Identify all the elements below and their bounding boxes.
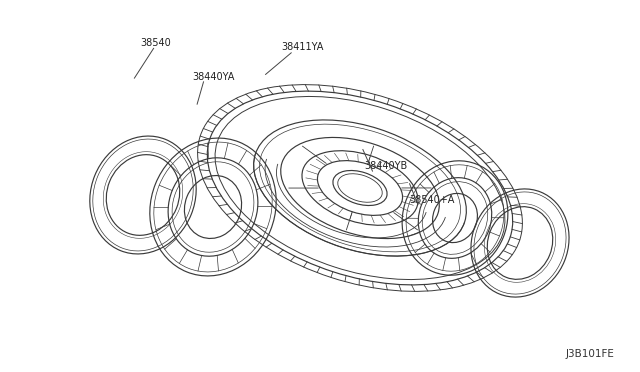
- Text: 38540: 38540: [141, 38, 172, 48]
- Text: 38411YA: 38411YA: [282, 42, 324, 52]
- Text: 38440YA: 38440YA: [192, 72, 234, 82]
- Text: 38440YB: 38440YB: [365, 161, 408, 171]
- Text: 38540+A: 38540+A: [410, 195, 455, 205]
- Text: J3B101FE: J3B101FE: [566, 349, 614, 359]
